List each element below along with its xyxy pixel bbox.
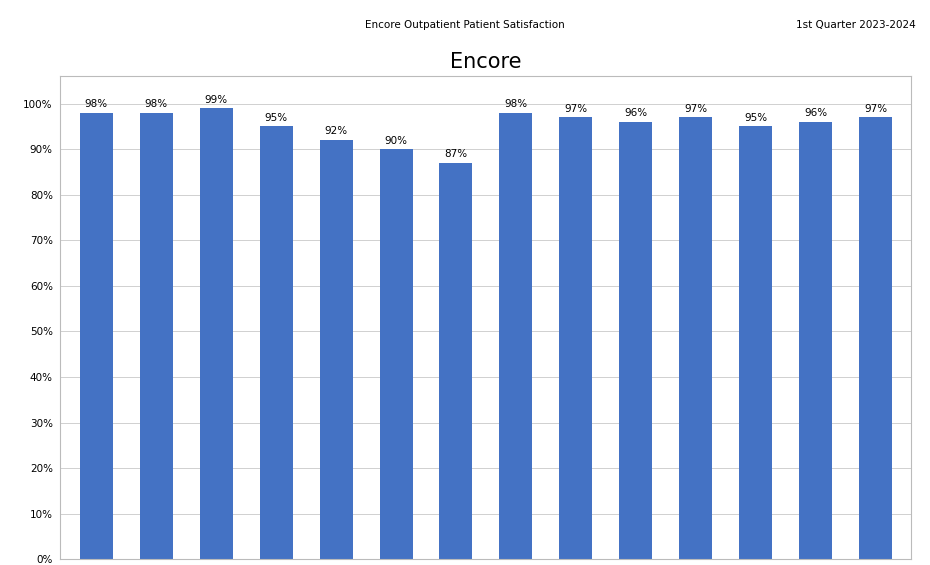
- Text: 95%: 95%: [265, 113, 287, 123]
- Bar: [619, 122, 652, 559]
- Bar: [499, 113, 532, 559]
- Title: Encore: Encore: [450, 52, 522, 72]
- Bar: [140, 113, 173, 559]
- Bar: [379, 149, 413, 559]
- Bar: [259, 127, 293, 559]
- Bar: [739, 127, 772, 559]
- Bar: [559, 118, 592, 559]
- Text: 92%: 92%: [325, 127, 348, 136]
- Bar: [320, 140, 352, 559]
- Text: Encore Outpatient Patient Satisfaction: Encore Outpatient Patient Satisfaction: [365, 20, 565, 30]
- Text: 98%: 98%: [145, 99, 168, 109]
- Bar: [679, 118, 712, 559]
- Text: 97%: 97%: [565, 103, 588, 114]
- Text: 87%: 87%: [445, 149, 468, 159]
- Bar: [80, 113, 113, 559]
- Text: 99%: 99%: [205, 94, 228, 105]
- Text: 97%: 97%: [684, 103, 707, 114]
- Text: 96%: 96%: [804, 108, 827, 118]
- Bar: [859, 118, 892, 559]
- Text: 98%: 98%: [504, 99, 527, 109]
- Bar: [440, 163, 472, 559]
- Bar: [200, 108, 232, 559]
- Text: 98%: 98%: [85, 99, 108, 109]
- Text: 1st Quarter 2023-2024: 1st Quarter 2023-2024: [796, 20, 916, 30]
- Text: 97%: 97%: [864, 103, 887, 114]
- Text: 96%: 96%: [624, 108, 647, 118]
- Text: 90%: 90%: [384, 136, 407, 146]
- Text: 95%: 95%: [744, 113, 767, 123]
- Bar: [799, 122, 832, 559]
